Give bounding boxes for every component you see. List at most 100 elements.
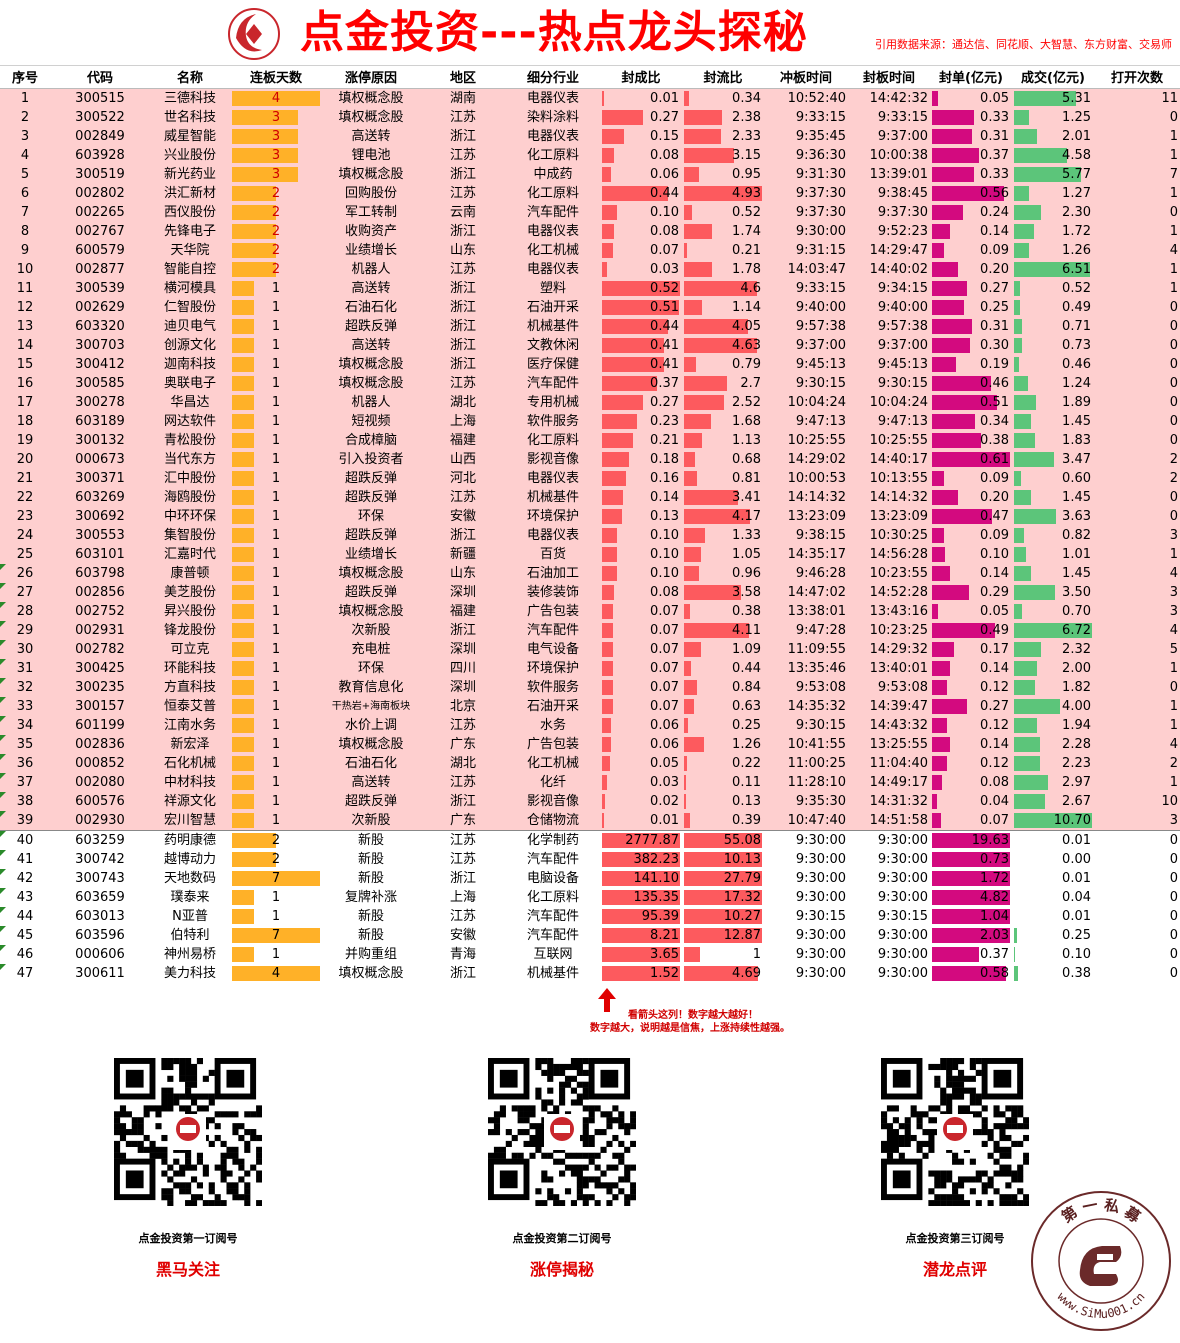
qr-code-3[interactable] [881, 1058, 1030, 1207]
cell-t2: 9:30:00 [848, 829, 930, 850]
value-flb: 55.08 [723, 832, 761, 848]
bar-days [232, 908, 254, 924]
table-row[interactable]: 5 300519 新光药业 3 填权概念股 浙江 中成药 0.06 0.95 9:31:30 13:… [0, 164, 1180, 184]
table-row[interactable]: 33 300157 恒泰艾普 1 干热岩+海南板块 北京 石油开采 0.07 0.63 14:35… [0, 696, 1180, 716]
table-row[interactable]: 32 300235 方直科技 1 教育信息化 深圳 软件服务 0.07 0.84 9:53:08 9… [0, 677, 1180, 697]
cell-open: 0 [1094, 335, 1180, 355]
table-row[interactable]: 31 300425 环能科技 1 环保 四川 环境保护 0.07 0.44 13:35:46 13:… [0, 658, 1180, 678]
cell-cj: 1.45 [1012, 411, 1094, 431]
cell-industry: 水务 [506, 715, 600, 735]
table-row[interactable]: 18 603189 网达软件 1 短视频 上海 软件服务 0.23 1.68 9:47:13 9:4… [0, 411, 1180, 431]
table-row[interactable]: 1 300515 三德科技 4 填权概念股 湖南 电器仪表 0.01 0.34 10:52:40 1… [0, 88, 1180, 108]
column-header-industry: 细分行业 [506, 66, 600, 89]
qr-code-1[interactable] [114, 1058, 263, 1207]
cell-idx: 42 [0, 868, 50, 888]
table-row[interactable]: 36 000852 石化机械 1 石油石化 湖北 化工机械 0.05 0.22 11:00:25 1… [0, 753, 1180, 773]
table-row[interactable]: 25 603101 汇嘉时代 1 业绩增长 新疆 百货 0.10 1.05 14:35:17 14:… [0, 544, 1180, 564]
table-row[interactable]: 10 002877 智能自控 2 机器人 江苏 电器仪表 0.03 1.78 14:03:47 14… [0, 259, 1180, 279]
table-row[interactable]: 45 603596 伯特利 7 新股 安徽 汽车配件 8.21 12.87 9:30:00 9:30… [0, 925, 1180, 945]
table-row[interactable]: 9 600579 天华院 2 业绩增长 山东 化工机械 0.07 0.21 9:31:15 14:2… [0, 240, 1180, 260]
value-fd: 0.31 [980, 128, 1009, 144]
table-row[interactable]: 39 002930 宏川智慧 1 次新股 广东 仓储物流 0.01 0.39 10:47:40 14… [0, 810, 1180, 830]
table-row[interactable]: 22 603269 海鸥股份 1 超跌反弹 江苏 机械基件 0.14 3.41 14:14:32 1… [0, 487, 1180, 507]
table-row[interactable]: 34 601199 江南水务 1 水价上调 江苏 水务 0.06 0.25 9:30:15 14:4… [0, 715, 1180, 735]
cell-region: 湖南 [420, 88, 506, 108]
table-row[interactable]: 29 002931 锋龙股份 1 次新股 浙江 汽车配件 0.07 4.11 9:47:28 10:… [0, 620, 1180, 640]
table-row[interactable]: 24 300553 集智股份 1 超跌反弹 浙江 电器仪表 0.10 1.33 9:38:15 10… [0, 525, 1180, 545]
table-row[interactable]: 13 603320 迪贝电气 1 超跌反弹 浙江 机械基件 0.44 4.05 9:57:38 9:… [0, 316, 1180, 336]
cell-idx: 15 [0, 354, 50, 374]
bar-cj [1014, 432, 1035, 448]
value-fd: 0.14 [980, 223, 1009, 239]
cell-t1: 14:35:17 [764, 544, 848, 564]
table-row[interactable]: 23 300692 中环环保 1 环保 安徽 环境保护 0.13 4.17 13:23:09 13:… [0, 506, 1180, 526]
cell-flb: 1.33 [682, 525, 764, 545]
table-row[interactable]: 41 300742 越博动力 2 新股 江苏 汽车配件 382.23 10.13 9:30:00 9… [0, 849, 1180, 869]
cell-region: 上海 [420, 411, 506, 431]
table-row[interactable]: 4 603928 兴业股份 3 锂电池 江苏 化工原料 0.08 3.15 9:36:30 10:0… [0, 145, 1180, 165]
table-row[interactable]: 26 603798 康普顿 1 填权概念股 山东 石油加工 0.10 0.96 9:46:28 10… [0, 563, 1180, 583]
value-flb: 10.13 [723, 851, 761, 867]
table-row[interactable]: 42 300743 天地数码 7 新股 浙江 电脑设备 141.10 27.79 9:30:00 9… [0, 868, 1180, 888]
table-row[interactable]: 38 600576 祥源文化 1 超跌反弹 浙江 影视音像 0.02 0.13 9:35:30 14… [0, 791, 1180, 811]
cell-code: 603659 [50, 887, 150, 907]
table-row[interactable]: 47 300611 美力科技 4 填权概念股 浙江 机械基件 1.52 4.69 9:30:00 9… [0, 963, 1180, 983]
table-row[interactable]: 46 000606 神州易桥 1 并购重组 青海 互联网 3.65 1 9:30:00 9:30:0… [0, 944, 1180, 964]
table-row[interactable]: 43 603659 璞泰来 1 复牌补涨 上海 化工原料 135.35 17.32 9:30:00… [0, 887, 1180, 907]
value-fcb: 0.37 [650, 375, 679, 391]
cell-idx: 46 [0, 944, 50, 964]
table-row[interactable]: 17 300278 华昌达 1 机器人 湖北 专用机械 0.27 2.52 10:04:24 10:… [0, 392, 1180, 412]
table-row[interactable]: 15 300412 迦南科技 1 填权概念股 浙江 医疗保健 0.41 0.79 9:45:13 9… [0, 354, 1180, 374]
qr-code-2[interactable] [488, 1058, 637, 1207]
bar-cj [1014, 451, 1054, 467]
bar-fcb [602, 851, 680, 867]
table-row[interactable]: 20 000673 当代东方 1 引入投资者 山西 影视音像 0.18 0.68 14:29:02… [0, 449, 1180, 469]
table-row[interactable]: 37 002080 中材科技 1 高送转 江苏 化纤 0.03 0.11 11:28:10 14:4… [0, 772, 1180, 792]
value-cj: 0.52 [1062, 280, 1091, 296]
table-row[interactable]: 14 300703 创源文化 1 高送转 浙江 文教休闲 0.41 4.63 9:37:00 9:3… [0, 335, 1180, 355]
cell-open: 0 [1094, 392, 1180, 412]
table-row[interactable]: 16 300585 奥联电子 1 填权概念股 江苏 汽车配件 0.37 2.7 9:30:15 9:… [0, 373, 1180, 393]
cell-days: 3 [230, 145, 322, 165]
table-row[interactable]: 6 002802 洪汇新材 2 回购股份 江苏 化工原料 0.44 4.93 9:37:30 9:3… [0, 183, 1180, 203]
table-row[interactable]: 19 300132 青松股份 1 合成樟脑 福建 化工原料 0.21 1.13 10:25:55 1… [0, 430, 1180, 450]
bar-flb [684, 832, 762, 848]
cell-region: 安徽 [420, 506, 506, 526]
table-row[interactable]: 7 002265 西仪股份 2 军工转制 云南 汽车配件 0.10 0.52 9:37:30 9:3… [0, 202, 1180, 222]
bar-days [232, 508, 254, 524]
table-row[interactable]: 35 002836 新宏泽 1 填权概念股 广东 广告包装 0.06 1.26 10:41:55 1… [0, 734, 1180, 754]
value-fd: 4.82 [980, 889, 1009, 905]
table-row[interactable]: 2 300522 世名科技 3 填权概念股 江苏 染料涂料 0.27 2.38 9:33:15 9:… [0, 107, 1180, 127]
cell-industry: 医疗保健 [506, 354, 600, 374]
cell-open: 0 [1094, 887, 1180, 907]
table-row[interactable]: 30 002782 可立克 1 充电桩 深圳 电气设备 0.07 1.09 11:09:55 14:… [0, 639, 1180, 659]
cell-flb: 1.26 [682, 734, 764, 754]
table-row[interactable]: 12 002629 仁智股份 1 石油石化 浙江 石油开采 0.51 1.14 9:40:00 9:… [0, 297, 1180, 317]
value-cj: 0.01 [1062, 870, 1091, 886]
table-row[interactable]: 3 002849 威星智能 3 高送转 浙江 电器仪表 0.15 2.33 9:35:45 9:37… [0, 126, 1180, 146]
cell-code: 300412 [50, 354, 150, 374]
cell-industry: 机械基件 [506, 963, 600, 983]
bar-fcb [602, 603, 613, 619]
cell-flb: 4.69 [682, 963, 764, 983]
value-days: 4 [271, 965, 281, 981]
bar-cj [1014, 318, 1022, 334]
table-row[interactable]: 11 300539 横河模具 1 高送转 浙江 塑料 0.52 4.6 9:33:15 9:34:1… [0, 278, 1180, 298]
table-row[interactable]: 28 002752 昇兴股份 1 填权概念股 福建 广告包装 0.07 0.38 13:38:01… [0, 601, 1180, 621]
cell-open: 11 [1094, 88, 1180, 108]
table-row[interactable]: 27 002856 美芝股份 1 超跌反弹 深圳 装修装饰 0.08 3.58 14:47:02 1… [0, 582, 1180, 602]
bar-flb [684, 793, 686, 809]
cell-days: 3 [230, 164, 322, 184]
table-row[interactable]: 40 603259 药明康德 2 新股 江苏 化学制药 2777.87 55.08 9:30:00… [0, 829, 1180, 850]
value-days: 1 [271, 622, 281, 638]
table-row[interactable]: 8 002767 先锋电子 2 收购资产 浙江 电器仪表 0.08 1.74 9:30:00 9:5… [0, 221, 1180, 241]
bar-cj [1014, 356, 1019, 372]
bar-days [232, 736, 254, 752]
bar-fd [932, 147, 979, 163]
table-row[interactable]: 44 603013 N亚普 1 新股 江苏 汽车配件 95.39 10.27 9:30:15 9:3… [0, 906, 1180, 926]
value-fcb: 0.44 [650, 318, 679, 334]
value-flb: 4.63 [732, 337, 761, 353]
table-row[interactable]: 21 300371 汇中股份 1 超跌反弹 河北 电器仪表 0.16 0.81 10:00:53 1… [0, 468, 1180, 488]
bar-days [232, 147, 298, 163]
cell-fd: 0.33 [930, 107, 1012, 127]
